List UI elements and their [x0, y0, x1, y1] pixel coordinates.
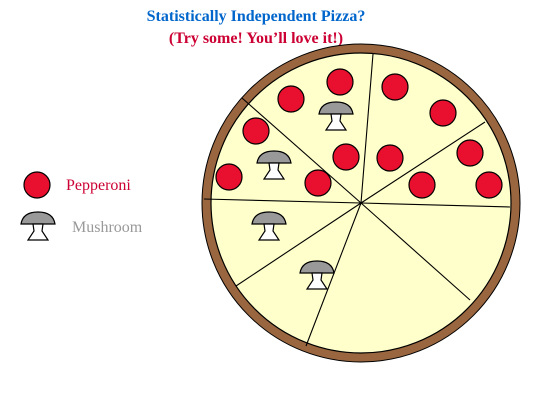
slice-cut — [360, 202, 511, 208]
legend-pepperoni-icon — [23, 171, 51, 199]
slice-cuts — [203, 53, 511, 347]
pepperoni — [242, 117, 270, 145]
subtitle: (Try some! You’ll love it!) — [168, 30, 344, 47]
pepperoni — [376, 144, 404, 172]
pepperoni — [408, 171, 436, 199]
slice-cut — [305, 202, 362, 347]
legend-pepperoni-label: Pepperoni — [66, 177, 131, 194]
legend-mushroom-label: Mushroom — [72, 219, 143, 236]
pepperoni — [326, 68, 354, 96]
slice-cut — [203, 198, 362, 204]
pepperoni — [332, 143, 360, 171]
slice-cut — [360, 121, 486, 204]
slice-cut — [360, 53, 374, 204]
pepperoni-toppings — [215, 68, 503, 199]
title-block: Statistically Independent Pizza? (Try so… — [0, 6, 512, 50]
slice-cut — [241, 97, 362, 204]
pepperoni — [456, 139, 484, 167]
legend-mushroom-icon — [20, 211, 56, 241]
pepperoni — [304, 169, 332, 197]
slice-cut — [360, 202, 471, 301]
slice-cut — [235, 202, 362, 287]
pepperoni — [277, 85, 305, 113]
pepperoni — [215, 163, 243, 191]
pepperoni — [429, 99, 457, 127]
pepperoni — [381, 73, 409, 101]
pepperoni — [475, 171, 503, 199]
title: Statistically Independent Pizza? — [146, 8, 366, 25]
